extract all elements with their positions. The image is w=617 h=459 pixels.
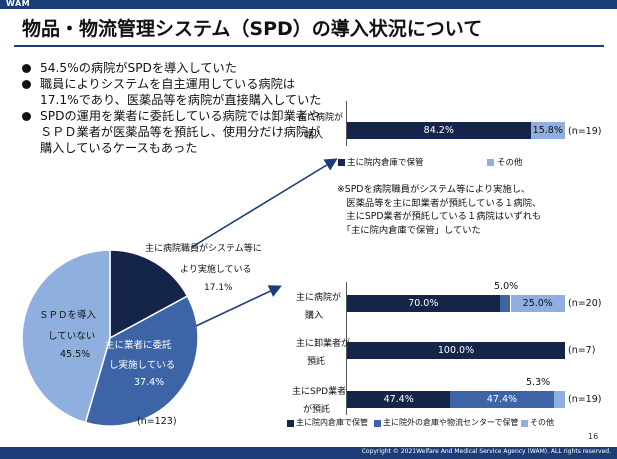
bottom-chart-axis: [346, 282, 347, 415]
bottom-row-label: 主にSPD業者: [292, 387, 347, 397]
copyright-text: Copyright © 2021Welfare And Medical Serv…: [361, 448, 611, 455]
pie-slice-none: [21, 249, 111, 424]
bottom-legend-1: 主に院内倉庫で保管: [296, 418, 368, 427]
arrow-to-bottom-chart: [195, 285, 282, 327]
title-divider: [14, 45, 604, 47]
pie-n-label: (n=123): [137, 416, 177, 427]
top-n-label: (n=19): [568, 126, 602, 137]
bottom-callout-label: 5.0%: [494, 281, 519, 292]
pie-slice-staff: [109, 249, 189, 340]
legend-square-icon: [487, 159, 494, 166]
bottom-callout-label: 5.3%: [526, 377, 551, 388]
footnote: ※SPDを病院職員がシステム等により実施し、 医薬品等を主に卸業者が預託している…: [337, 184, 542, 236]
bottom-row-label: 預託: [307, 357, 326, 367]
top-row-label-line2: 購入: [305, 131, 324, 141]
legend-square-icon: [338, 159, 345, 166]
pie-pct-vendor: 37.4%: [134, 377, 165, 388]
bar-segment: 84.2%: [347, 122, 531, 139]
pie-label-vendor-line2: し実施している: [109, 360, 176, 371]
bottom-n-label: (n=19): [568, 394, 602, 405]
pie-pct-none: 45.5%: [60, 349, 91, 360]
bullet-dot-icon: [22, 64, 31, 73]
bottom-n-label: (n=7): [568, 345, 596, 356]
bullet-item: 54.5%の病院がSPDを導入していた: [22, 60, 322, 76]
wam-logo: WAM: [6, 0, 31, 8]
bullet-dot-icon: [22, 112, 31, 121]
pie-slice-vendor: [84, 295, 199, 427]
bar-segment: 100.0%: [347, 342, 565, 359]
pie-label-none-line2: していない: [48, 331, 96, 342]
page-title: 物品・物流管理システム（SPD）の導入状況について: [22, 18, 483, 40]
bottom-legend-3: その他: [530, 418, 554, 427]
pie-label-staff-line2: より実施している: [180, 265, 252, 275]
bar-segment: 15.8%: [530, 122, 565, 139]
bullet-item: SPDの運用を業者に委託している病院では卸業者やＳＰＤ業者が医薬品等を預託し、使…: [22, 108, 322, 156]
top-row-label: 主に病院が: [298, 113, 344, 123]
legend-square-icon: [287, 420, 294, 427]
bottom-row-label: が預託: [303, 405, 331, 415]
top-bar: WAM: [0, 0, 617, 9]
bottom-n-label: (n=20): [568, 298, 602, 309]
bar-segment: 70.0%: [347, 295, 500, 312]
legend-square-icon: [521, 420, 528, 427]
bottom-row-label: 主に病院が: [296, 293, 342, 303]
bar-segment: [553, 391, 566, 408]
pie-label-staff: 主に病院職員がシステム等に: [145, 244, 262, 254]
legend-square-icon: [374, 420, 381, 427]
bottom-legend-2: 主に院外の倉庫や物流センターで保管: [383, 418, 519, 427]
bar-segment: 47.4%: [450, 391, 554, 408]
pie-label-vendor: 主に業者に委託: [105, 340, 172, 351]
bullet-dot-icon: [22, 80, 31, 89]
bar-segment: 47.4%: [347, 391, 451, 408]
bullet-list: 54.5%の病院がSPDを導入していた 職員によりシステムを自主運用している病院…: [22, 60, 322, 156]
arrow-to-top-chart: [191, 158, 338, 248]
top-legend-2: その他: [497, 158, 523, 168]
footer-bar: Copyright © 2021Welfare And Medical Serv…: [0, 447, 617, 459]
bullet-item: 職員によりシステムを自主運用している病院は17.1%であり、医薬品等を病院が直接…: [22, 76, 322, 108]
top-legend-1: 主に院内倉庫で保管: [347, 158, 424, 168]
page-number: 16: [588, 432, 599, 441]
bar-segment: 25.0%: [510, 295, 565, 312]
pie-label-none: ＳＰＤを導入: [39, 310, 97, 321]
bar-segment: [499, 295, 511, 312]
bottom-row-label: 購入: [305, 311, 324, 321]
pie-pct-staff: 17.1%: [204, 283, 233, 293]
top-chart-axis: [346, 101, 347, 146]
bottom-row-label: 主に卸業者が: [296, 339, 351, 349]
